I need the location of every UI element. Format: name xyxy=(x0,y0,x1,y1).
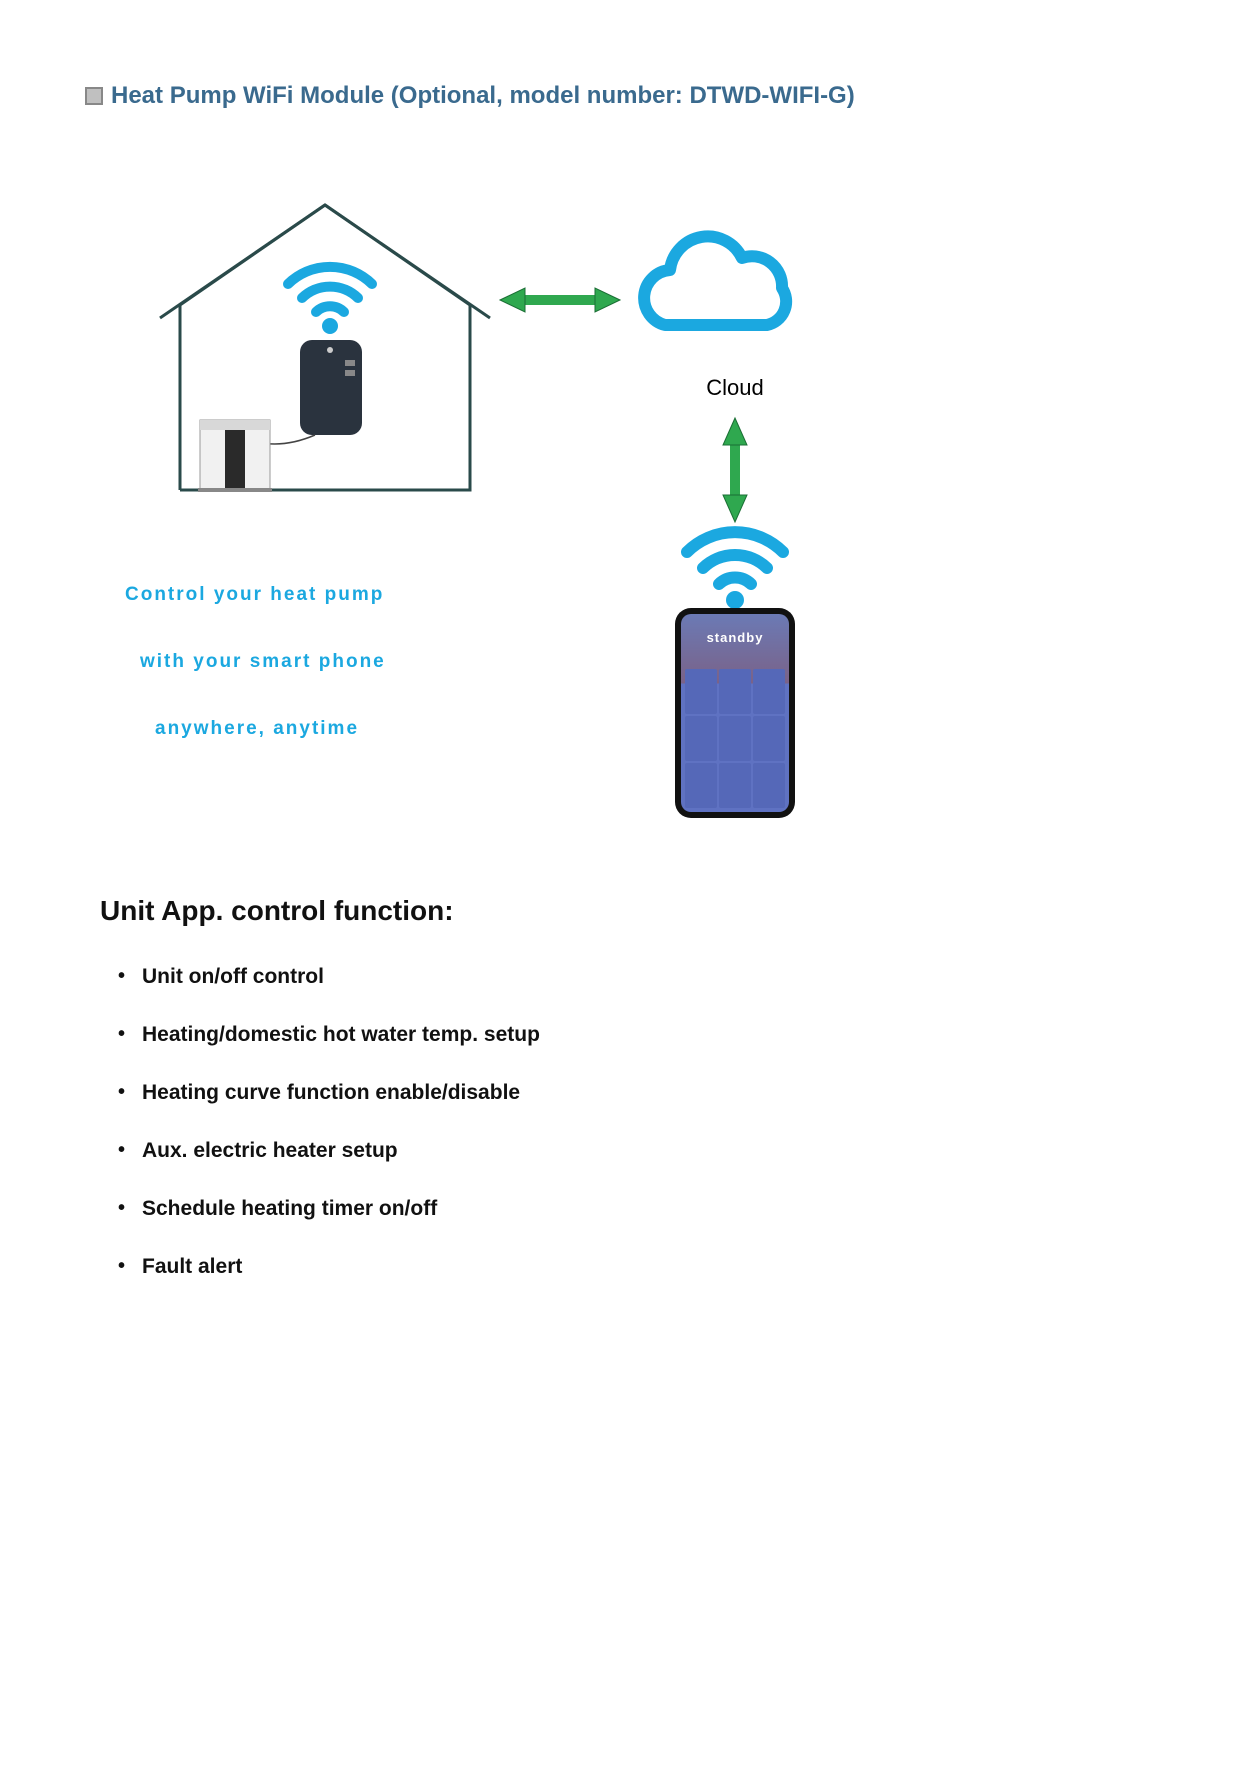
tagline-line: anywhere, anytime xyxy=(125,719,386,738)
title-text: Heat Pump WiFi Module (Optional, model n… xyxy=(111,82,855,110)
functions-heading: Unit App. control function: xyxy=(100,895,1000,927)
tagline: Control your heat pump with your smart p… xyxy=(125,585,386,786)
list-item: Schedule heating timer on/off xyxy=(118,1197,1000,1221)
tagline-line: Control your heat pump xyxy=(125,585,386,604)
heatpump-icon xyxy=(198,420,272,492)
phone-screen: standby xyxy=(681,614,789,812)
list-item: Fault alert xyxy=(118,1255,1000,1279)
wifi-icon xyxy=(288,267,372,334)
arrow-house-cloud-icon xyxy=(500,288,620,312)
phone-app-grid xyxy=(681,665,789,812)
arrow-cloud-phone-icon xyxy=(723,418,747,522)
functions-section: Unit App. control function: Unit on/off … xyxy=(100,895,1000,1313)
wifi-module-icon xyxy=(300,340,362,435)
list-item: Aux. electric heater setup xyxy=(118,1139,1000,1163)
phone-status-label: standby xyxy=(681,630,789,645)
cloud-label: Cloud xyxy=(706,375,763,400)
page-title: Heat Pump WiFi Module (Optional, model n… xyxy=(85,82,855,110)
smartphone-icon: standby xyxy=(675,608,795,818)
list-item: Heating/domestic hot water temp. setup xyxy=(118,1023,1000,1047)
functions-list: Unit on/off control Heating/domestic hot… xyxy=(100,965,1000,1279)
cloud-icon xyxy=(644,236,786,325)
title-bullet-icon xyxy=(85,87,103,105)
tagline-line: with your smart phone xyxy=(125,652,386,671)
list-item: Unit on/off control xyxy=(118,965,1000,989)
list-item: Heating curve function enable/disable xyxy=(118,1081,1000,1105)
wifi-icon xyxy=(687,532,783,609)
